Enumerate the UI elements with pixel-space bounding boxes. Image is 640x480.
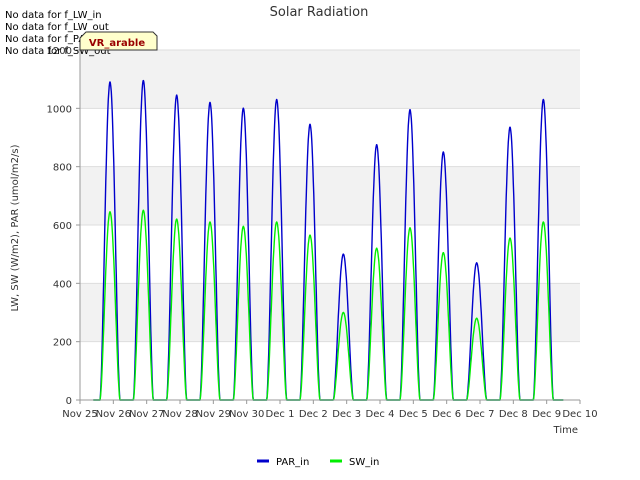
- x-tick-label: Dec 9: [532, 409, 561, 420]
- legend-label: SW_in: [349, 457, 379, 468]
- legend-item: SW_in: [330, 457, 379, 468]
- daily-peak-point: [375, 247, 378, 250]
- daily-peak-point: [175, 218, 178, 220]
- x-tick-label: Dec 4: [366, 409, 395, 420]
- x-tick-label: Dec 5: [399, 409, 428, 420]
- site-badge: VR_arable: [79, 31, 158, 51]
- x-tick-label: Dec 7: [466, 409, 495, 420]
- daily-peak-point: [475, 262, 478, 264]
- x-tick-label: Dec 6: [432, 409, 461, 420]
- daily-peak-point: [175, 94, 178, 97]
- y-tick-label: 400: [53, 279, 72, 290]
- x-axis-title: Time: [553, 425, 578, 436]
- daily-peak-point: [209, 101, 211, 104]
- x-tick-label: Nov 29: [196, 409, 231, 420]
- daily-peak-point: [309, 123, 311, 126]
- daily-peak-point: [209, 221, 211, 223]
- no-data-note: No data for f_SW_out: [5, 46, 111, 57]
- legend-item: PAR_in: [257, 457, 309, 468]
- x-tick-label: Nov 26: [96, 409, 131, 420]
- daily-peak-point: [542, 221, 545, 223]
- y-tick-label: 800: [53, 163, 72, 174]
- badge-tag-shape: [79, 31, 158, 51]
- daily-peak-point: [342, 311, 345, 314]
- y-tick-label: 600: [53, 221, 72, 232]
- chart-title: Solar Radiation: [270, 5, 369, 20]
- daily-peak-point: [375, 143, 378, 146]
- y-tick-label: 1200: [47, 46, 72, 57]
- daily-peak-point: [509, 126, 511, 129]
- daily-peak-point: [242, 225, 245, 228]
- daily-peak-point: [309, 234, 311, 237]
- daily-peak-point: [442, 251, 445, 254]
- y-tick-label: 1000: [47, 104, 72, 115]
- no-data-note: No data for f_LW_in: [5, 10, 102, 21]
- daily-peak-point: [142, 79, 145, 82]
- daily-peak-point: [275, 221, 278, 223]
- daily-peak-point: [109, 211, 111, 213]
- x-tick-label: Dec 10: [562, 409, 597, 420]
- daily-peak-point: [442, 151, 445, 153]
- y-tick-label: 200: [53, 338, 72, 349]
- y-tick-label: 0: [66, 396, 72, 407]
- x-tick-label: Dec 3: [332, 409, 361, 420]
- x-tick-label: Dec 2: [299, 409, 328, 420]
- badge-label: VR_arable: [89, 38, 145, 49]
- daily-peak-point: [509, 237, 511, 239]
- x-tick-label: Nov 25: [62, 409, 97, 420]
- grid-band: [80, 166, 580, 225]
- daily-peak-point: [142, 209, 145, 212]
- daily-peak-point: [275, 98, 278, 101]
- daily-peak-point: [542, 98, 545, 101]
- y-axis-title: LW, SW (W/m2), PAR (umol/m2/s): [10, 144, 21, 311]
- x-tick-label: Dec 1: [266, 409, 295, 420]
- no-data-note: No data for f_PAR_out: [5, 34, 114, 45]
- daily-peak-point: [475, 317, 478, 320]
- y-axis-ticks: 0 200 400 600 800 1000 1200: [47, 46, 80, 407]
- legend-label: PAR_in: [276, 457, 309, 468]
- daily-peak-point: [409, 108, 411, 111]
- legend: PAR_in SW_in: [257, 457, 379, 468]
- x-tick-label: Nov 27: [129, 409, 164, 420]
- grid-band: [80, 50, 580, 109]
- x-tick-label: Dec 8: [499, 409, 528, 420]
- daily-peak-point: [109, 81, 111, 83]
- x-tick-label: Nov 30: [229, 409, 264, 420]
- daily-peak-point: [409, 227, 411, 229]
- grid-band: [80, 283, 580, 342]
- no-data-note: No data for f_LW_out: [5, 22, 109, 33]
- daily-peak-point: [342, 253, 345, 255]
- daily-peak-point: [242, 107, 245, 110]
- x-tick-label: Nov 28: [162, 409, 197, 420]
